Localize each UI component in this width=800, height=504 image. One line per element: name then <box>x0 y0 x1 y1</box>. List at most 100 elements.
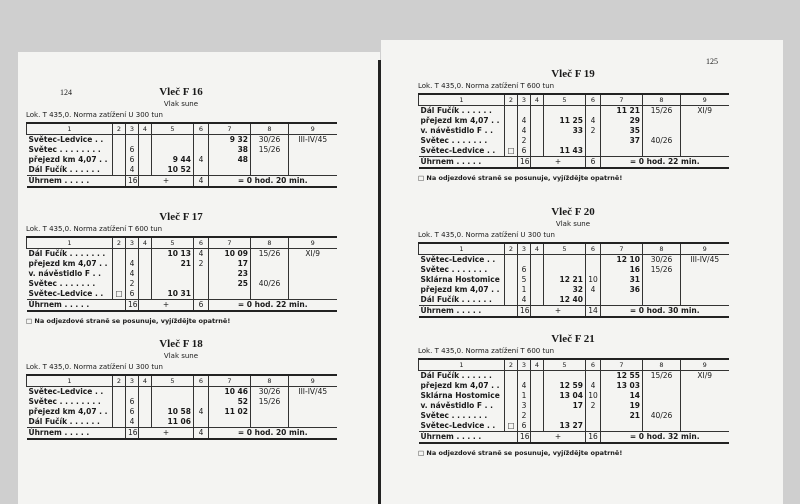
station-row: Světec . . . . . . . . 6 52 15/26 <box>27 397 337 407</box>
column-number: 7 <box>208 122 251 135</box>
column-number: 9 <box>680 358 729 371</box>
station-name: v. návěstidlo F . . <box>420 401 493 410</box>
cell: 16 <box>600 265 643 275</box>
column-number: 9 <box>680 93 729 106</box>
cell: 3 <box>517 401 531 411</box>
column-number: 7 <box>600 93 643 106</box>
cell: 31 <box>600 275 643 285</box>
cell <box>288 259 337 269</box>
cell: 6 <box>125 407 139 417</box>
cell <box>504 285 518 295</box>
station-row: Dál Fučík . . . . . . 12 55 15/26 XI/9 <box>419 370 729 381</box>
cell <box>530 136 544 146</box>
total-cell: = 0 hod. 22 min. <box>208 299 337 312</box>
cell: 10 46 <box>208 386 251 397</box>
cell: 12 55 <box>600 370 643 381</box>
station-name: Dál Fučík . . . . . . <box>420 371 492 380</box>
locomotive-info: Lok. T 435,0. Norma zatížení U 300 tun <box>26 111 163 119</box>
cell <box>504 275 518 285</box>
column-number: 3 <box>125 374 139 387</box>
cell <box>208 417 251 428</box>
cell <box>517 370 531 381</box>
cell: 2 <box>585 126 601 136</box>
cell <box>585 265 601 275</box>
station-name: Sklárna Hostomice <box>420 275 500 284</box>
cell <box>151 145 194 155</box>
station-row: přejezd km 4,07 . . 4 21 2 17 <box>27 259 337 269</box>
column-number: 5 <box>543 242 586 255</box>
station-name: Sklárna Hostomice <box>420 391 500 400</box>
column-number: 2 <box>112 374 126 387</box>
cell <box>543 411 586 421</box>
cell: 4 <box>125 417 139 428</box>
cell <box>125 134 139 145</box>
total-cell: 6 <box>193 299 209 312</box>
station-row: Dál Fučík . . . . . . 4 10 52 <box>27 165 337 176</box>
cell: 38 <box>208 145 251 155</box>
column-number: 4 <box>138 236 152 249</box>
cell: 10 09 <box>208 248 251 259</box>
cell: 4 <box>193 248 209 259</box>
station-row: v. návěstidlo F . . 4 33 2 35 <box>419 126 729 136</box>
total-cell: = 0 hod. 20 min. <box>208 427 337 440</box>
cell <box>504 126 518 136</box>
column-number: 3 <box>125 236 139 249</box>
cell <box>138 248 152 259</box>
cell <box>138 386 152 397</box>
timetable: 1 2 3 4 5 6 7 8 9 Světec-Ledvice . . 10 46 30/26 III… <box>26 374 337 440</box>
cell: 10 58 <box>151 407 194 417</box>
cell <box>250 155 289 165</box>
cell <box>138 397 152 407</box>
column-number: 2 <box>112 236 126 249</box>
station-row: Světec . . . . . . . 2 37 40/26 <box>419 136 729 146</box>
cell <box>680 265 729 275</box>
total-cell: Úhrnem . . . . . <box>418 431 518 444</box>
cell: 35 <box>600 126 643 136</box>
cell <box>680 116 729 126</box>
cell <box>250 269 289 279</box>
cell: 12 59 <box>543 381 586 391</box>
cell: 23 <box>208 269 251 279</box>
cell <box>530 411 544 421</box>
column-number: 1 <box>418 93 505 106</box>
column-number: 4 <box>138 122 152 135</box>
cell: 14 <box>600 391 643 401</box>
column-number: 2 <box>504 93 518 106</box>
column-number: 1 <box>418 242 505 255</box>
cell: 4 <box>517 126 531 136</box>
cell <box>193 279 209 289</box>
total-row: Úhrnem . . . . . 16 +4 = 0 hod. 20 min. <box>26 427 337 440</box>
cell <box>530 254 544 265</box>
station-row: Dál Fučík . . . . . . 11 21 15/26 XI/9 <box>419 105 729 116</box>
cell <box>504 401 518 411</box>
total-row: Úhrnem . . . . . 16 +6 = 0 hod. 22 min. <box>26 299 337 312</box>
column-number: 8 <box>642 242 681 255</box>
cell <box>504 136 518 146</box>
cell <box>288 165 337 176</box>
total-row: Úhrnem . . . . . 16 +6 = 0 hod. 22 min. <box>418 156 729 169</box>
cell: 30/26 <box>250 386 289 397</box>
column-number: 8 <box>250 236 289 249</box>
cell <box>642 401 681 411</box>
cell <box>680 275 729 285</box>
total-cell: = 0 hod. 30 min. <box>600 305 729 318</box>
column-number: 6 <box>193 236 209 249</box>
cell: XI/9 <box>288 248 337 259</box>
cell <box>250 407 289 417</box>
total-cell: 4 <box>193 427 209 440</box>
cell: 21 <box>600 411 643 421</box>
column-number: 4 <box>530 358 544 371</box>
cell <box>112 397 126 407</box>
locomotive-info: Lok. T 435,0. Norma zatížení T 600 tun <box>418 347 555 355</box>
cell: 12 10 <box>600 254 643 265</box>
total-cell: 6 <box>585 156 601 169</box>
timetable: 1 2 3 4 5 6 7 8 9 Světec-Ledvice . . 12 10 30/26 III… <box>418 242 729 318</box>
cell <box>112 407 126 417</box>
total-cell: + <box>138 427 194 440</box>
cell <box>642 381 681 391</box>
cell <box>585 421 601 432</box>
cell <box>680 146 729 157</box>
column-number: 1 <box>418 358 505 371</box>
cell <box>193 417 209 428</box>
cell: III-IV/45 <box>680 254 729 265</box>
